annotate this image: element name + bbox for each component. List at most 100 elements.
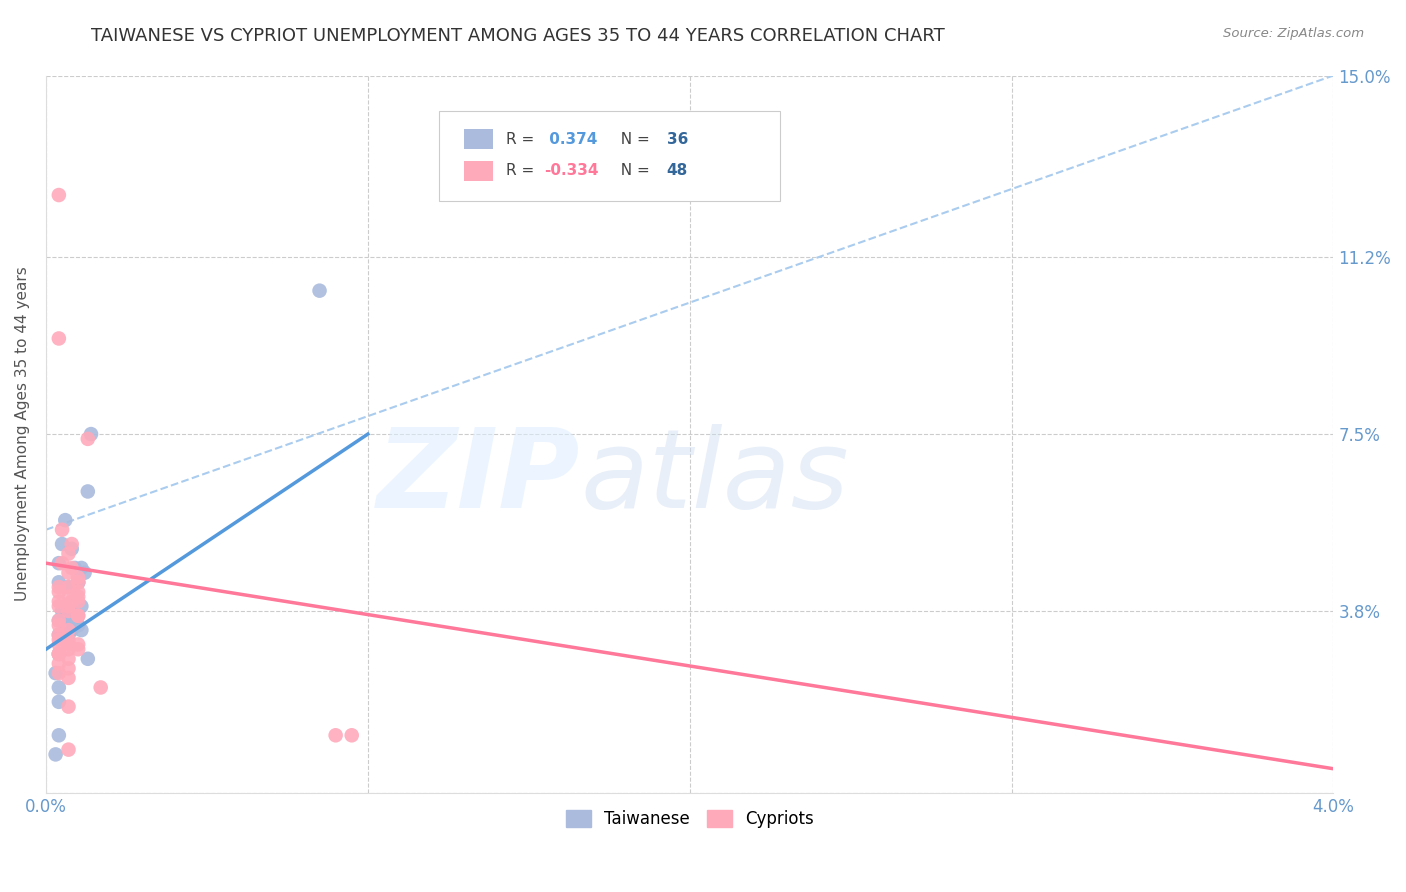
- Point: [76, 432, 98, 446]
- Point: [67, 618, 90, 632]
- Point: [58, 623, 80, 637]
- Point: [67, 585, 90, 599]
- Point: [80, 427, 103, 442]
- Point: [48, 628, 70, 642]
- Point: [67, 608, 90, 623]
- Point: [58, 604, 80, 618]
- Point: [60, 594, 83, 608]
- Text: R =: R =: [506, 163, 538, 178]
- Point: [76, 652, 98, 666]
- Point: [58, 632, 80, 647]
- Point: [60, 537, 83, 551]
- Point: [48, 695, 70, 709]
- Point: [48, 575, 70, 590]
- Text: atlas: atlas: [581, 424, 849, 531]
- Text: R =: R =: [506, 132, 538, 147]
- Point: [48, 580, 70, 594]
- Point: [48, 556, 70, 570]
- Point: [325, 728, 347, 742]
- Bar: [464, 161, 492, 181]
- Text: 48: 48: [666, 163, 688, 178]
- Point: [48, 647, 70, 661]
- Legend: Taiwanese, Cypriots: Taiwanese, Cypriots: [560, 803, 820, 835]
- Point: [70, 561, 93, 575]
- Point: [340, 728, 363, 742]
- Point: [60, 623, 83, 637]
- Point: [67, 575, 90, 590]
- Point: [58, 628, 80, 642]
- Point: [73, 566, 96, 580]
- Point: [58, 580, 80, 594]
- Point: [51, 523, 73, 537]
- Text: N =: N =: [612, 132, 655, 147]
- Point: [58, 742, 80, 756]
- Point: [58, 642, 80, 657]
- Point: [58, 614, 80, 628]
- Point: [48, 585, 70, 599]
- Point: [51, 604, 73, 618]
- Point: [58, 590, 80, 604]
- Point: [67, 575, 90, 590]
- Point: [58, 547, 80, 561]
- Point: [67, 590, 90, 604]
- Point: [67, 637, 90, 651]
- Text: -0.334: -0.334: [544, 163, 599, 178]
- Point: [60, 618, 83, 632]
- Text: Source: ZipAtlas.com: Source: ZipAtlas.com: [1223, 27, 1364, 40]
- Point: [51, 537, 73, 551]
- Point: [45, 747, 67, 762]
- Point: [60, 608, 83, 623]
- Point: [58, 637, 80, 651]
- Point: [58, 699, 80, 714]
- Point: [58, 661, 80, 675]
- Point: [48, 188, 70, 202]
- Point: [60, 608, 83, 623]
- Point: [48, 614, 70, 628]
- Point: [58, 566, 80, 580]
- Point: [48, 628, 70, 642]
- Point: [67, 642, 90, 657]
- Point: [51, 628, 73, 642]
- Text: ZIP: ZIP: [377, 424, 581, 531]
- Point: [67, 570, 90, 584]
- Point: [48, 618, 70, 632]
- Point: [48, 647, 70, 661]
- Point: [51, 614, 73, 628]
- Point: [70, 599, 93, 614]
- Point: [58, 580, 80, 594]
- Point: [48, 647, 70, 661]
- Point: [63, 561, 86, 575]
- Point: [48, 666, 70, 681]
- Point: [67, 575, 90, 590]
- Point: [48, 599, 70, 614]
- Text: 36: 36: [666, 132, 688, 147]
- Point: [308, 284, 330, 298]
- Point: [58, 652, 80, 666]
- Point: [70, 623, 93, 637]
- Point: [53, 513, 76, 527]
- Point: [48, 657, 70, 671]
- Point: [48, 331, 70, 345]
- Point: [58, 637, 80, 651]
- Y-axis label: Unemployment Among Ages 35 to 44 years: Unemployment Among Ages 35 to 44 years: [15, 267, 30, 601]
- Bar: [464, 129, 492, 149]
- Point: [90, 681, 112, 695]
- Point: [76, 484, 98, 499]
- Point: [48, 728, 70, 742]
- Point: [60, 561, 83, 575]
- Point: [58, 599, 80, 614]
- Point: [48, 681, 70, 695]
- Point: [48, 614, 70, 628]
- Text: TAIWANESE VS CYPRIOT UNEMPLOYMENT AMONG AGES 35 TO 44 YEARS CORRELATION CHART: TAIWANESE VS CYPRIOT UNEMPLOYMENT AMONG …: [91, 27, 945, 45]
- Point: [51, 556, 73, 570]
- Point: [58, 671, 80, 685]
- FancyBboxPatch shape: [439, 112, 780, 201]
- Text: 0.374: 0.374: [544, 132, 598, 147]
- Point: [48, 637, 70, 651]
- Point: [45, 666, 67, 681]
- Point: [67, 594, 90, 608]
- Text: N =: N =: [612, 163, 655, 178]
- Point: [48, 594, 70, 608]
- Point: [60, 541, 83, 556]
- Point: [67, 608, 90, 623]
